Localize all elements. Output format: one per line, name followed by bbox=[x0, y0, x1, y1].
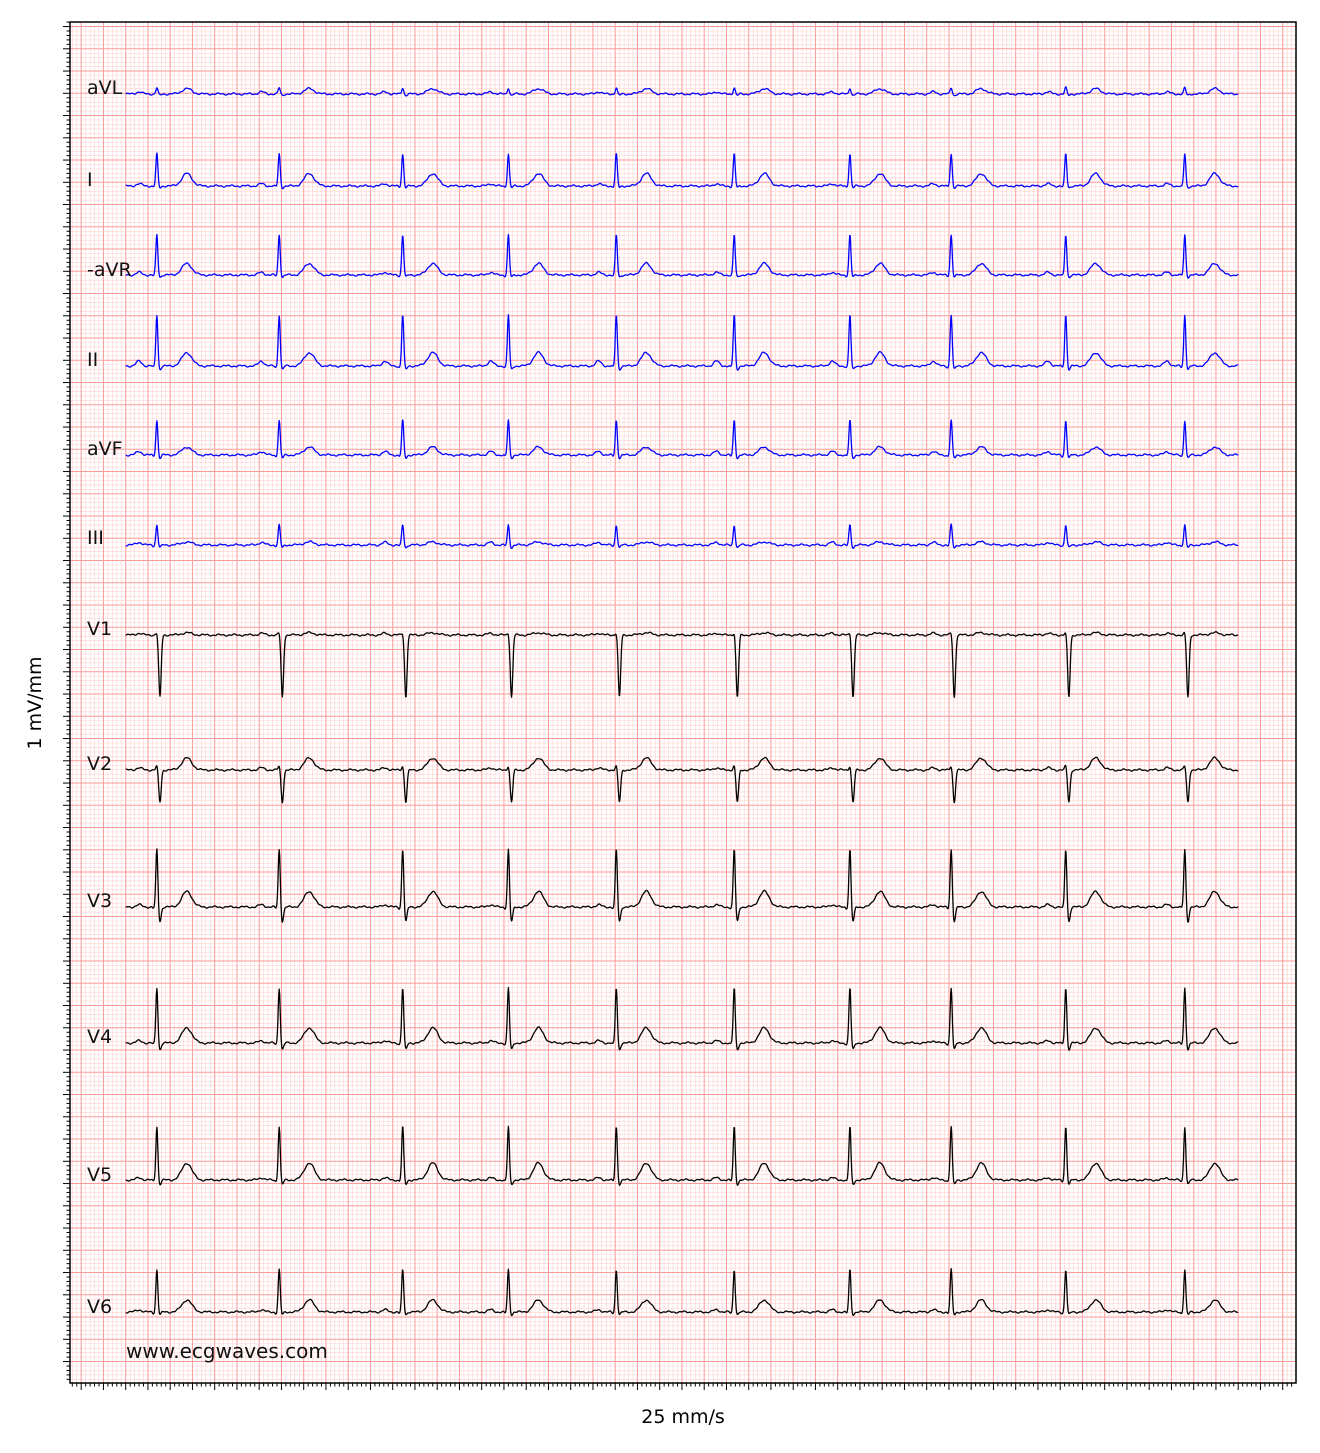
watermark: www.ecgwaves.com bbox=[126, 1339, 328, 1363]
trace--avr bbox=[125, 233, 1239, 279]
trace-v6 bbox=[125, 1268, 1239, 1317]
lead-label: II bbox=[87, 349, 99, 371]
trace-avl bbox=[125, 86, 1239, 97]
plot-frame bbox=[69, 21, 1297, 1384]
lead-label: aVF bbox=[87, 438, 123, 460]
trace-v2 bbox=[125, 756, 1239, 804]
lead-label: V4 bbox=[87, 1026, 113, 1048]
trace-v5 bbox=[125, 1125, 1239, 1186]
trace-avf bbox=[125, 419, 1239, 460]
lead-label: -aVR bbox=[87, 259, 132, 281]
lead-label: I bbox=[87, 169, 93, 191]
lead-label: V2 bbox=[87, 753, 113, 775]
trace-v4 bbox=[125, 987, 1239, 1051]
lead-label: aVL bbox=[87, 77, 123, 99]
trace-i bbox=[125, 152, 1239, 190]
lead-label: V1 bbox=[87, 618, 113, 640]
grid-major bbox=[70, 22, 1296, 1383]
ecg-traces bbox=[125, 86, 1239, 1317]
trace-iii bbox=[125, 523, 1239, 550]
lead-label: V3 bbox=[87, 890, 113, 912]
lead-label: V6 bbox=[87, 1296, 113, 1318]
y-axis-label: 1 mV/mm bbox=[24, 656, 46, 750]
trace-v1 bbox=[125, 631, 1239, 699]
grid-minor bbox=[70, 21, 1296, 1383]
lead-label: V5 bbox=[87, 1164, 113, 1186]
trace-v3 bbox=[125, 848, 1239, 923]
trace-ii bbox=[125, 314, 1239, 371]
x-axis-label: 25 mm/s bbox=[641, 1406, 725, 1428]
lead-label: III bbox=[87, 527, 104, 549]
